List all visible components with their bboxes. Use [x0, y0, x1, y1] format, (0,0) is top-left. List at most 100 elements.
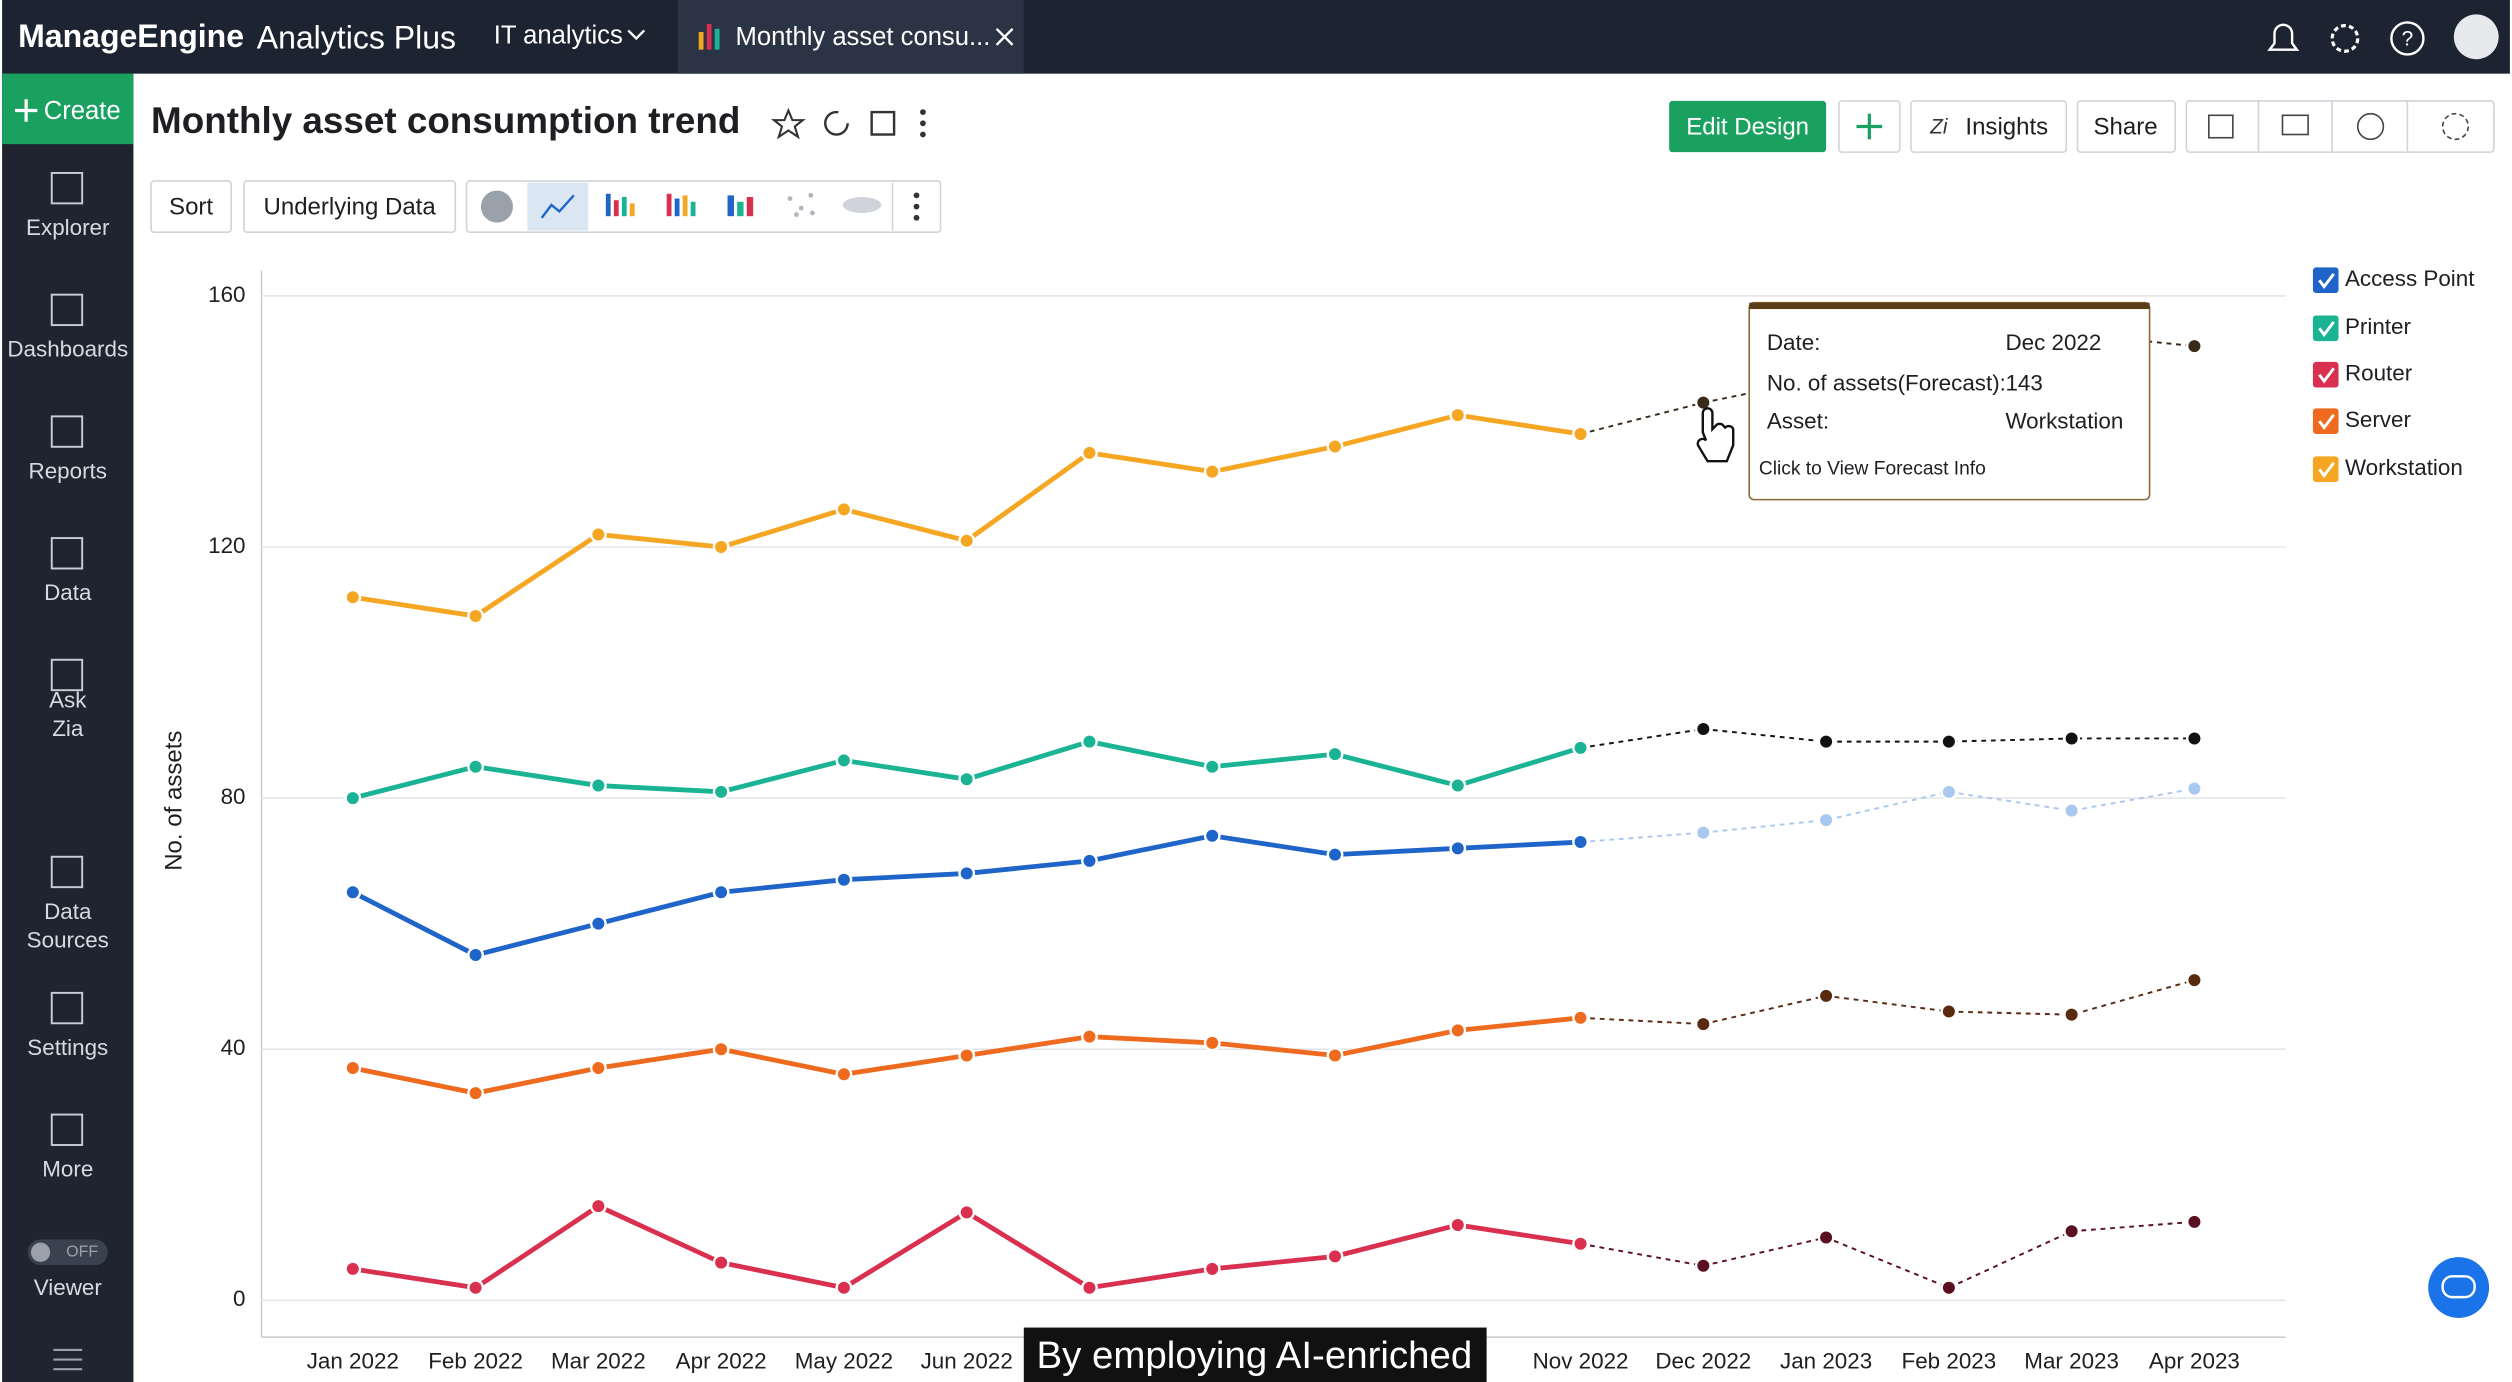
nav-icon[interactable]	[50, 537, 84, 570]
point[interactable]	[712, 1254, 730, 1272]
forecast-point[interactable]	[1817, 733, 1835, 751]
legend-checkbox[interactable]	[2312, 361, 2339, 388]
nav-icon[interactable]	[50, 171, 84, 205]
more-menu[interactable]	[920, 109, 926, 138]
forecast-point[interactable]	[1694, 824, 1712, 842]
tab-title[interactable]: Monthly asset consu...	[736, 23, 991, 51]
chat-button[interactable]	[2428, 1257, 2490, 1318]
point[interactable]	[835, 500, 853, 518]
button-label[interactable]: Underlying Data	[264, 194, 437, 221]
tab[interactable]	[677, 0, 1024, 74]
point[interactable]	[1449, 1021, 1467, 1039]
avatar[interactable]	[2453, 14, 2499, 60]
favorite[interactable]	[771, 107, 806, 140]
point[interactable]	[1203, 1260, 1221, 1278]
forecast-point[interactable]	[2186, 971, 2203, 989]
point[interactable]	[467, 758, 484, 776]
viewer-toggle[interactable]	[27, 1239, 108, 1266]
point[interactable]	[1449, 839, 1467, 857]
nav-icon[interactable]	[50, 415, 84, 448]
export-icon[interactable]	[2208, 114, 2234, 139]
stacked-type[interactable]	[666, 193, 696, 217]
point[interactable]	[1326, 1047, 1344, 1064]
point[interactable]	[1203, 463, 1221, 481]
forecast-point[interactable]	[1940, 783, 1958, 801]
point[interactable]	[1081, 733, 1098, 751]
nav-icon[interactable]	[50, 991, 84, 1025]
settings-icon[interactable]	[2330, 24, 2360, 53]
nav-label[interactable]: Data	[44, 580, 92, 605]
point[interactable]	[1081, 444, 1098, 462]
point[interactable]	[589, 1197, 607, 1215]
nav-label[interactable]: More	[42, 1157, 93, 1182]
collapse[interactable]	[53, 1348, 83, 1371]
legend-label[interactable]: Server	[2345, 407, 2412, 432]
point[interactable]	[958, 1204, 976, 1221]
nav-label[interactable]: Data Sources	[27, 899, 109, 953]
workspace[interactable]: IT analytics	[494, 22, 623, 50]
comment-icon[interactable]	[2281, 114, 2309, 136]
forecast-point[interactable]	[2186, 1213, 2203, 1231]
share-button[interactable]	[2076, 100, 2176, 153]
save[interactable]	[870, 110, 896, 136]
point[interactable]	[1203, 827, 1221, 845]
point[interactable]	[344, 789, 362, 807]
point[interactable]	[1081, 852, 1098, 870]
legend-label[interactable]: Access Point	[2345, 266, 2475, 291]
point[interactable]	[958, 865, 976, 882]
pie-type[interactable]	[480, 190, 513, 223]
create-label[interactable]: Create	[44, 97, 121, 125]
nav-icon[interactable]	[50, 855, 84, 889]
point[interactable]	[1326, 438, 1344, 455]
point[interactable]	[1449, 406, 1467, 424]
nav-label[interactable]: Ask Zia	[49, 687, 87, 741]
point[interactable]	[589, 1059, 607, 1077]
point[interactable]	[344, 1260, 362, 1278]
scatter-type[interactable]	[787, 192, 815, 217]
more-types[interactable]	[913, 192, 920, 221]
chevron[interactable]	[627, 29, 646, 41]
insights-button[interactable]	[1910, 100, 2068, 153]
point[interactable]	[1203, 758, 1221, 776]
forecast-point[interactable]	[1940, 1279, 1958, 1297]
forecast-point[interactable]	[2186, 780, 2203, 798]
forecast-point[interactable]	[2063, 802, 2081, 820]
point[interactable]	[835, 752, 853, 769]
forecast-point[interactable]	[1817, 987, 1835, 1005]
point[interactable]	[344, 883, 362, 901]
point[interactable]	[1449, 1216, 1467, 1234]
nav-label[interactable]: Reports	[29, 458, 107, 483]
forecast-point[interactable]	[1694, 1257, 1712, 1275]
point[interactable]	[712, 883, 730, 901]
notifications[interactable]	[2267, 23, 2300, 51]
point[interactable]	[344, 1059, 362, 1077]
tab-close[interactable]	[995, 27, 1014, 46]
line-type[interactable]	[540, 194, 575, 219]
map-type[interactable]	[842, 196, 882, 213]
legend-checkbox[interactable]	[2312, 267, 2339, 294]
combo-type[interactable]	[727, 195, 754, 217]
button-label[interactable]: Sort	[169, 194, 213, 221]
brand[interactable]: ManageEngine	[18, 18, 244, 54]
point[interactable]	[1572, 739, 1589, 757]
legend-label[interactable]: Workstation	[2345, 455, 2463, 480]
forecast-point[interactable]	[1817, 1229, 1835, 1246]
forecast-point[interactable]	[2063, 1006, 2081, 1024]
forecast-point[interactable]	[2186, 337, 2203, 355]
point[interactable]	[958, 770, 976, 788]
point[interactable]	[958, 532, 976, 550]
forecast-point[interactable]	[1940, 733, 1958, 751]
nav-label[interactable]: Dashboards	[7, 337, 128, 362]
forecast-point[interactable]	[2063, 730, 2081, 747]
underlying-data-button[interactable]	[243, 180, 457, 234]
forecast-point[interactable]	[1940, 1003, 1958, 1020]
refresh[interactable]	[824, 110, 849, 136]
legend-checkbox[interactable]	[2312, 315, 2339, 342]
nav-icon[interactable]	[50, 1113, 84, 1146]
point[interactable]	[712, 538, 730, 556]
forecast-point[interactable]	[1817, 811, 1835, 829]
forecast-point[interactable]	[1694, 720, 1712, 738]
point[interactable]	[1572, 425, 1589, 443]
point[interactable]	[835, 871, 853, 889]
point[interactable]	[589, 915, 607, 933]
